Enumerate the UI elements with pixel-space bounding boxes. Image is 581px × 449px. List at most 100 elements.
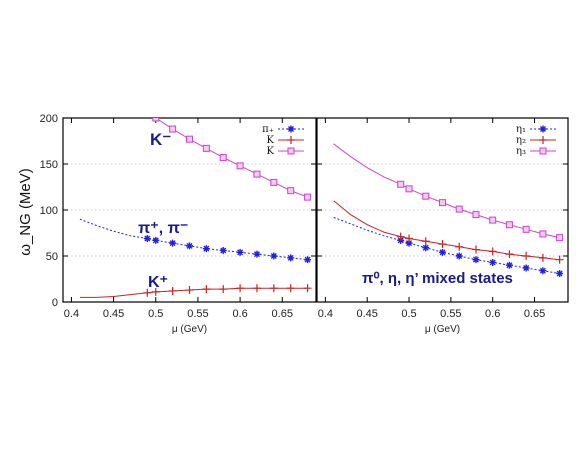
- data-point: [202, 285, 211, 294]
- chart-panel-1: 0.4 0.45 0.5 0.55 0.6 0.65 0 50 100 150 200 μ (GeV)…: [40, 113, 317, 335]
- annotation-label: π⁰, η, η’ mixed states: [362, 270, 513, 287]
- data-point: [422, 192, 430, 200]
- annotation-label: K⁺: [148, 274, 168, 291]
- data-point: [286, 284, 295, 293]
- x-tick-label: 0.5: [401, 308, 416, 320]
- data-point: [143, 288, 152, 297]
- legend-marker: [539, 125, 547, 133]
- data-point: [472, 211, 480, 219]
- series-group: [79, 118, 312, 298]
- data-point: [287, 187, 295, 195]
- legend-marker: [287, 125, 295, 133]
- data-point: [186, 242, 193, 250]
- data-point: [253, 250, 261, 258]
- data-point: [185, 286, 194, 295]
- data-point: [505, 261, 513, 269]
- x-tick-label: 0.5: [148, 308, 163, 320]
- data-point: [219, 285, 228, 294]
- data-point: [488, 247, 497, 256]
- data-point: [236, 162, 244, 170]
- data-point: [252, 284, 261, 293]
- data-point: [472, 256, 480, 264]
- legend: π₊KK: [262, 124, 304, 157]
- series-3: [333, 143, 564, 242]
- data-point: [422, 244, 430, 252]
- data-point: [439, 199, 446, 207]
- legend-marker: [539, 147, 547, 155]
- data-point: [270, 252, 278, 260]
- data-point: [169, 239, 177, 247]
- data-point: [396, 232, 405, 241]
- x-tick-label: 0.6: [485, 308, 500, 320]
- series-line: [333, 216, 560, 274]
- data-point: [556, 269, 564, 277]
- x-tick-label: 0.55: [440, 308, 461, 320]
- y-axis-label-group: ω_NG (MeV): [17, 168, 34, 256]
- data-point: [236, 284, 245, 293]
- data-point: [522, 225, 530, 233]
- data-point: [539, 267, 547, 275]
- annotation-label: K⁻: [150, 130, 171, 149]
- data-point: [455, 242, 464, 251]
- legend-label: η₃: [516, 146, 526, 157]
- series-3: [152, 118, 312, 201]
- x-tick-label: 0.55: [187, 308, 208, 320]
- legend-label: K: [267, 146, 275, 157]
- y-tick-label: 200: [40, 113, 58, 125]
- data-point: [219, 246, 227, 254]
- data-point: [304, 193, 312, 201]
- legend-label: K: [267, 135, 275, 146]
- data-point: [202, 245, 210, 253]
- data-point: [304, 256, 312, 264]
- legend-label: η₁: [516, 124, 526, 135]
- series-2: [333, 200, 564, 264]
- data-point: [522, 252, 531, 260]
- data-point: [421, 237, 430, 246]
- x-tick-label: 0.4: [64, 308, 79, 320]
- data-point: [151, 287, 160, 296]
- annotation-label: π⁺, π⁻: [138, 220, 188, 237]
- data-point: [202, 144, 210, 152]
- y-tick-label: 100: [40, 205, 58, 217]
- data-point: [439, 248, 446, 256]
- x-tick-label: 0.65: [272, 308, 293, 320]
- data-point: [236, 248, 244, 256]
- plot-frame: [62, 117, 317, 303]
- data-point: [143, 235, 151, 243]
- data-point: [270, 178, 278, 186]
- data-point: [405, 234, 414, 243]
- data-point: [269, 284, 278, 293]
- x-axis-label: μ (GeV): [425, 324, 460, 335]
- series-1: [79, 218, 312, 264]
- data-point: [287, 254, 295, 262]
- y-tick-label: 50: [46, 251, 58, 263]
- series-line: [333, 143, 560, 239]
- data-point: [405, 185, 413, 193]
- data-point: [397, 180, 405, 188]
- data-point: [152, 118, 160, 122]
- y-tick-label: 0: [52, 297, 58, 309]
- series-group: [333, 143, 564, 277]
- data-point: [522, 264, 530, 272]
- data-point: [405, 239, 413, 247]
- x-tick-label: 0.45: [356, 308, 377, 320]
- panels: 0.4 0.45 0.5 0.55 0.6 0.65 0 50 100 150 200 μ (GeV)…: [40, 113, 569, 335]
- legend-label: π₊: [262, 124, 274, 135]
- x-tick-label: 0.65: [524, 308, 545, 320]
- data-point: [219, 154, 227, 162]
- x-tick-label: 0.4: [318, 308, 333, 320]
- data-point: [489, 258, 497, 266]
- data-point: [505, 221, 513, 229]
- data-point: [152, 236, 160, 244]
- data-point: [556, 234, 564, 242]
- y-axis-label: ω_NG (MeV): [17, 168, 34, 256]
- x-tick-label: 0.45: [103, 308, 124, 320]
- data-point: [169, 125, 177, 133]
- y-tick-label: 150: [40, 159, 58, 171]
- data-point: [538, 253, 547, 262]
- data-point: [455, 252, 463, 260]
- data-point: [303, 284, 312, 293]
- data-point: [253, 170, 261, 178]
